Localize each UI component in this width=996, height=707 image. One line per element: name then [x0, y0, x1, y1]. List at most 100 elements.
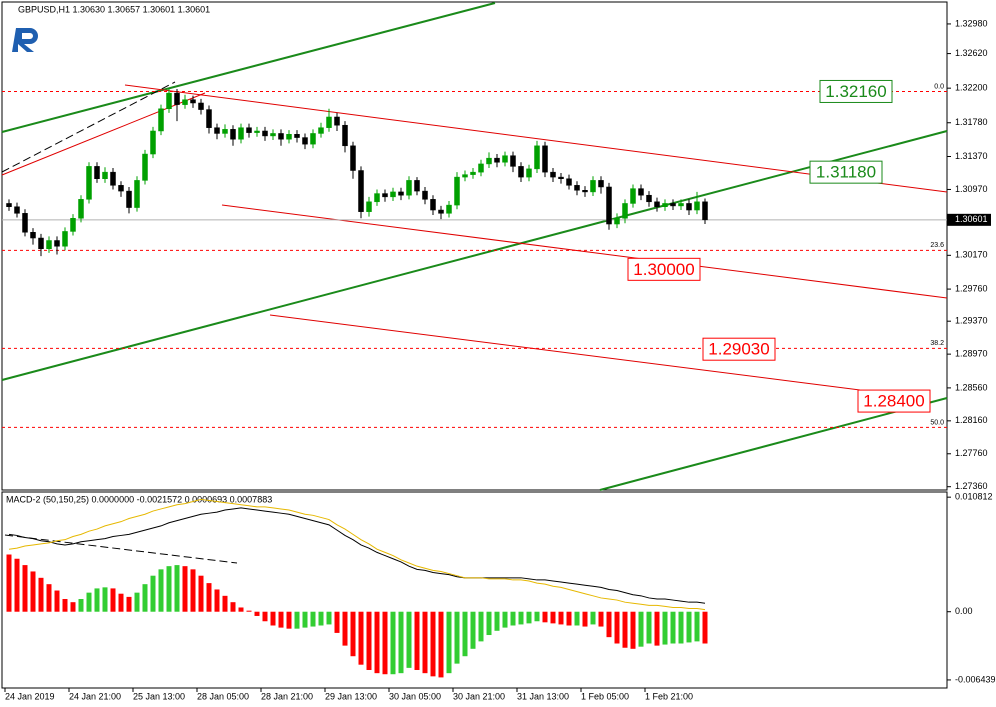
histogram-bar [246, 610, 252, 612]
histogram-bar [542, 611, 548, 623]
candle-body [558, 176, 564, 179]
candle-body [454, 176, 460, 206]
histogram-bar [22, 565, 28, 612]
candle-body [654, 201, 660, 207]
histogram-bar [590, 611, 596, 625]
candle-body [430, 199, 436, 211]
logo [12, 28, 38, 52]
y-tick-label: 1.28970 [955, 349, 988, 359]
histogram-bar [654, 611, 660, 646]
histogram-bar [166, 566, 172, 612]
histogram-bar [70, 602, 76, 612]
candle-body [326, 116, 332, 128]
histogram-bar [662, 611, 668, 645]
histogram-bar [398, 611, 404, 674]
candle-body [118, 185, 124, 192]
histogram-bar [582, 611, 588, 627]
candle-body [78, 199, 84, 219]
candle-body [518, 166, 524, 178]
candle-body [598, 180, 604, 188]
y-tick-label: 1.27760 [955, 448, 988, 458]
histogram-bar [390, 611, 396, 675]
candle-body [694, 201, 700, 211]
candle-body [678, 203, 684, 207]
histogram-bar [222, 595, 228, 612]
x-tick-label: 30 Jan 21:00 [453, 691, 505, 701]
histogram-bar [294, 611, 300, 629]
candle-body [198, 102, 204, 110]
last-price-box [947, 213, 991, 226]
candle-body [238, 127, 244, 140]
histogram-bar [94, 588, 100, 612]
macd-line [8, 498, 706, 611]
histogram-bar [30, 571, 36, 612]
histogram-bar [366, 611, 372, 670]
histogram-bar [678, 611, 684, 644]
candle-body [566, 178, 572, 186]
candle-body [54, 240, 60, 247]
histogram-bar [558, 611, 564, 625]
candle-body [542, 145, 548, 173]
candle-body [254, 130, 260, 133]
histogram-bar [270, 611, 276, 626]
histogram-bar [54, 590, 60, 612]
candle-body [438, 209, 444, 214]
histogram-bar [470, 611, 476, 649]
histogram-bar [318, 611, 324, 626]
histogram-bar [414, 611, 420, 670]
candle-body [102, 171, 108, 179]
macd-frame [1, 491, 948, 689]
candle-body [222, 129, 228, 134]
candle-body [366, 201, 372, 212]
candle-body [510, 155, 516, 167]
histogram-bar [134, 592, 140, 612]
candle-body [302, 137, 308, 145]
trend-line [221, 204, 948, 299]
candle-body [246, 127, 252, 133]
candle-body [382, 193, 388, 198]
histogram-bar [214, 589, 220, 612]
candle-body [486, 157, 492, 165]
candle-body [342, 124, 348, 147]
price-label: 1.30000 [633, 260, 694, 279]
candle-body [230, 129, 236, 140]
candle-body [494, 157, 500, 163]
histogram-bar [158, 569, 164, 612]
candle-body [134, 180, 140, 208]
candle-body [630, 188, 636, 204]
x-tick-label: 24 Jan 2019 [5, 691, 55, 701]
price-label-box [702, 337, 776, 361]
candle-body [262, 130, 268, 137]
candle-body [590, 180, 596, 193]
histogram-bar [174, 565, 180, 612]
trend-line [1, 81, 176, 173]
histogram-bar [198, 575, 204, 612]
candle-body [534, 145, 540, 170]
y-tick-label: 1.30170 [955, 250, 988, 260]
candle-body [646, 194, 652, 203]
histogram-bar [358, 611, 364, 665]
histogram-bar [574, 611, 580, 626]
histogram-bar [422, 611, 428, 674]
candle-body [614, 218, 620, 225]
histogram-bar [518, 611, 524, 625]
histogram-bar [286, 611, 292, 629]
candle-body [22, 213, 28, 233]
price-label-box [857, 389, 931, 413]
fib-level-label: 50.0 [930, 419, 944, 426]
candle-body [550, 171, 556, 178]
histogram-bar [694, 611, 700, 642]
candle-body [70, 218, 76, 232]
candle-body [606, 186, 612, 225]
histogram-bar [598, 611, 604, 627]
y-tick-label: 1.32980 [955, 18, 988, 28]
histogram-bar [550, 611, 556, 624]
candle-body [470, 171, 476, 175]
x-tick-label: 30 Jan 05:00 [389, 691, 441, 701]
candle-body [278, 133, 284, 140]
price-label: 1.32160 [825, 82, 886, 101]
histogram-bar [334, 611, 340, 633]
candle-body [422, 190, 428, 200]
x-tick-label: 1 Feb 05:00 [581, 691, 629, 701]
histogram-bar [462, 611, 468, 657]
